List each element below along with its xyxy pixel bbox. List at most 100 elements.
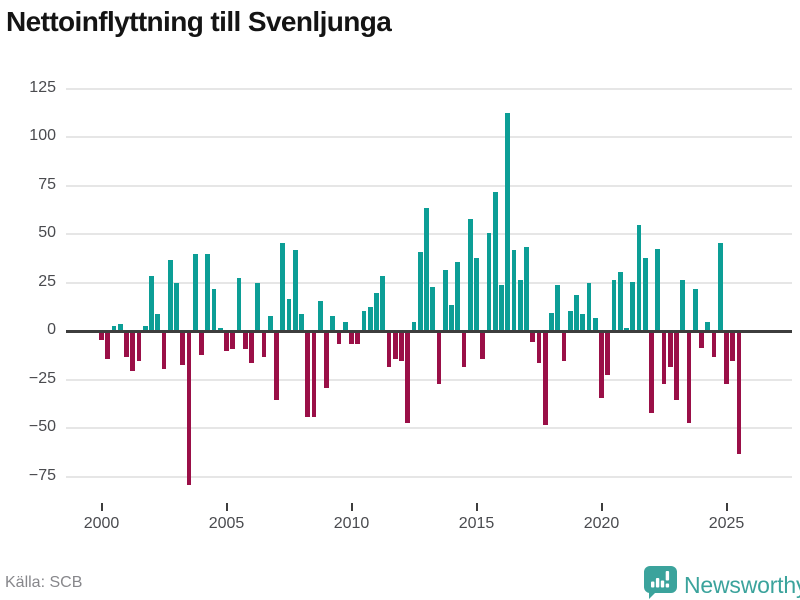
bar [380,275,386,330]
x-tick-mark [600,503,603,511]
bar [267,316,273,330]
bar [724,332,729,385]
bar [249,332,254,364]
gridline [66,184,792,187]
bar [511,250,517,330]
x-tick-label: 2025 [708,515,745,532]
newsworthy-logo: Newsworthy [644,566,800,600]
bar [667,332,673,367]
bar [261,332,267,358]
bar [580,314,586,330]
bar [492,192,498,330]
bar [636,225,642,330]
bar [130,332,136,371]
bar [167,260,173,330]
bar-chart-speech-bubble-icon [644,566,677,599]
bar [111,326,117,330]
bar [561,332,567,362]
bar [505,112,511,330]
bar [236,277,242,330]
bar [536,332,542,364]
bar [317,300,323,330]
x-tick-label: 2020 [583,515,620,532]
x-tick-label: 2005 [208,515,245,532]
bar [455,262,461,330]
x-tick-label: 2000 [83,515,120,532]
bar [136,332,142,362]
bar [211,289,217,330]
bar [524,246,529,330]
bar [342,322,348,330]
bar [242,332,248,350]
x-tick-mark [100,503,103,511]
bar [692,289,698,330]
bar [336,332,342,344]
bar [530,332,536,342]
y-tick-label: −25 [28,369,56,387]
bar [230,332,236,350]
bar [405,332,411,424]
x-tick-label: 2015 [458,515,495,532]
bar [586,283,592,330]
y-tick-label: 100 [29,127,56,144]
bar [599,332,604,398]
bar [592,318,598,330]
source-label: Källa: SCB [5,574,83,591]
bar [280,242,286,330]
brand-wordmark: Newsworthy [684,572,800,598]
bar [374,293,379,330]
gridline [66,87,792,90]
bar [436,332,442,385]
bar [367,306,373,330]
bar [124,332,129,358]
gridline [66,281,792,284]
bar [161,332,167,369]
x-tick-mark [725,503,728,511]
bar [99,332,104,340]
bar [205,254,211,330]
bar [517,279,523,330]
bar [361,310,367,330]
bar [480,332,486,360]
bar [192,254,198,330]
bar [680,279,686,330]
bar [105,332,111,360]
bar [330,316,336,330]
chart-title: Nettoinflyttning till Svenljunga [6,6,392,37]
bar [542,332,548,426]
bar [567,310,573,330]
bar [736,332,742,455]
x-tick-mark [225,503,228,511]
bar [430,287,436,330]
bar [217,328,223,330]
bar [717,242,723,330]
bar [149,275,154,330]
bar [642,258,648,330]
bar [324,332,329,389]
bar [349,332,354,344]
bar [392,332,398,360]
y-tick-label: 125 [29,78,56,96]
bar [174,283,179,330]
bar [224,332,229,352]
bar [311,332,317,418]
bar [142,326,148,330]
bar [411,322,417,330]
bar [424,207,429,330]
bar [299,314,304,330]
bar [117,324,123,330]
y-tick-label: 75 [38,175,56,193]
y-tick-label: −75 [28,466,56,484]
bar [292,250,298,330]
bar [442,269,448,330]
bar [624,328,629,330]
bar [274,332,279,400]
x-tick-mark [475,503,478,511]
gridline [66,427,792,429]
bar [730,332,736,362]
bar [199,332,204,356]
bar [186,332,192,486]
bar [417,252,423,330]
bar [286,298,292,330]
